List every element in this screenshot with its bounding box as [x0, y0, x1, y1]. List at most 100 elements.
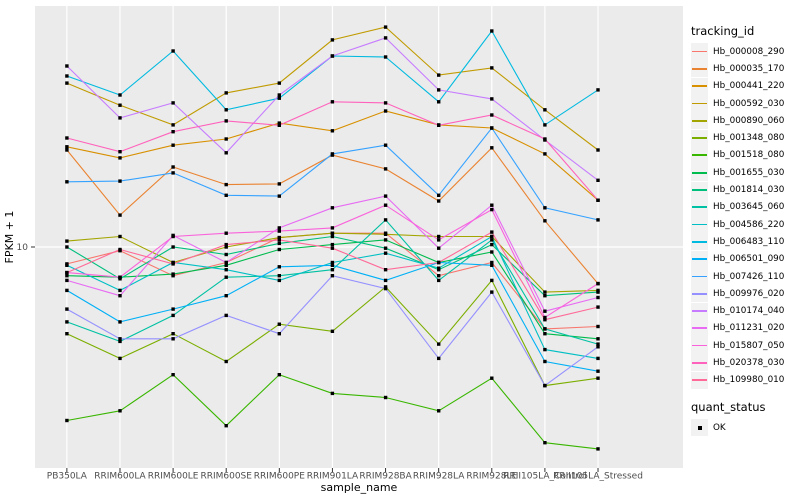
data-point [277, 247, 281, 252]
data-point [118, 247, 122, 252]
data-point [65, 270, 69, 275]
data-point [490, 242, 494, 247]
data-point [277, 332, 281, 336]
data-point [383, 194, 388, 198]
legend-label: Hb_001348_080 [713, 133, 785, 144]
data-point [490, 238, 494, 242]
data-point [543, 347, 547, 352]
legend-key [691, 164, 708, 182]
x-tick-label: RRIM600LE [148, 472, 199, 482]
legend-key-line-icon [692, 275, 707, 278]
legend-label: Hb_000008_290 [713, 46, 785, 57]
legend-key [691, 77, 708, 95]
data-point [65, 307, 69, 311]
data-point [543, 290, 547, 294]
data-point [596, 369, 600, 373]
legend-key [691, 43, 708, 61]
data-point [118, 356, 122, 361]
legend-item-Hb_109980_010: Hb_109980_010 [691, 371, 799, 389]
data-point [437, 73, 441, 77]
data-point [383, 167, 388, 171]
data-point [224, 119, 228, 123]
data-point [437, 278, 441, 283]
data-point [224, 242, 228, 247]
data-point [596, 281, 600, 286]
data-point [596, 376, 600, 380]
legend-label: Hb_000035_170 [713, 63, 785, 74]
axis-ticks [31, 246, 599, 472]
legend-key-line-icon [692, 137, 707, 139]
data-point [437, 246, 441, 250]
legend-key [691, 181, 708, 199]
legend-item-Hb_001655_030: Hb_001655_030 [691, 164, 799, 182]
data-point [543, 359, 547, 364]
data-point [596, 295, 600, 300]
data-point [596, 218, 600, 222]
data-point [490, 126, 494, 130]
data-point [224, 193, 228, 197]
data-point [277, 194, 281, 198]
data-point [543, 219, 547, 223]
legend-key-line-icon [692, 292, 707, 295]
legend-key-line-icon [692, 67, 707, 70]
legend-key [691, 371, 708, 389]
data-point [118, 93, 122, 97]
legend-item-Hb_020378_030: Hb_020378_030 [691, 354, 799, 372]
data-point [118, 339, 122, 344]
legend-key [691, 146, 708, 164]
data-point [596, 305, 600, 309]
legend-key [691, 250, 708, 268]
data-point [596, 337, 600, 341]
legend-label: Hb_000441_220 [713, 81, 785, 92]
data-point [65, 239, 69, 243]
data-point [65, 418, 69, 423]
data-point [383, 143, 388, 147]
data-point [596, 88, 600, 92]
data-point [437, 260, 441, 265]
legend-key-line-icon [692, 310, 707, 312]
legend-item-quant-OK: OK [691, 419, 799, 437]
data-point [171, 307, 175, 311]
data-point [490, 230, 494, 234]
data-point [383, 101, 388, 105]
legend-label: Hb_001518_080 [713, 150, 785, 161]
data-point [330, 274, 335, 278]
legend-key-line-icon [692, 206, 707, 209]
panel-background [35, 6, 683, 468]
legend-label: OK [713, 422, 726, 433]
data-point [437, 88, 441, 92]
legend-label: Hb_004586_220 [713, 219, 785, 230]
legend-key [691, 95, 708, 113]
x-axis-title: sample_name [321, 481, 398, 494]
data-point [490, 29, 494, 33]
data-point [118, 288, 122, 293]
data-point [330, 329, 335, 333]
data-point [383, 36, 388, 40]
data-point [490, 203, 494, 207]
data-point [65, 245, 69, 249]
data-point [330, 268, 335, 272]
legend-item-Hb_001348_080: Hb_001348_080 [691, 129, 799, 147]
data-point [330, 391, 335, 396]
legend-item-Hb_001814_030: Hb_001814_030 [691, 181, 799, 199]
legend-key-square-point-icon [697, 425, 702, 430]
legend-items-quant-status: OK [691, 419, 799, 437]
data-point [490, 263, 494, 267]
data-point [383, 268, 388, 272]
data-point [330, 246, 335, 250]
data-point [543, 123, 547, 127]
data-point [118, 116, 122, 120]
data-point [490, 234, 494, 239]
data-point [171, 171, 175, 175]
legend-label: Hb_007426_110 [713, 271, 785, 282]
data-point [224, 108, 228, 112]
data-point [118, 156, 122, 160]
data-point [171, 234, 175, 239]
data-point [224, 359, 228, 364]
data-point [224, 268, 228, 272]
data-point [65, 180, 69, 184]
data-point [65, 74, 69, 78]
legend-key-line-icon [692, 327, 707, 330]
